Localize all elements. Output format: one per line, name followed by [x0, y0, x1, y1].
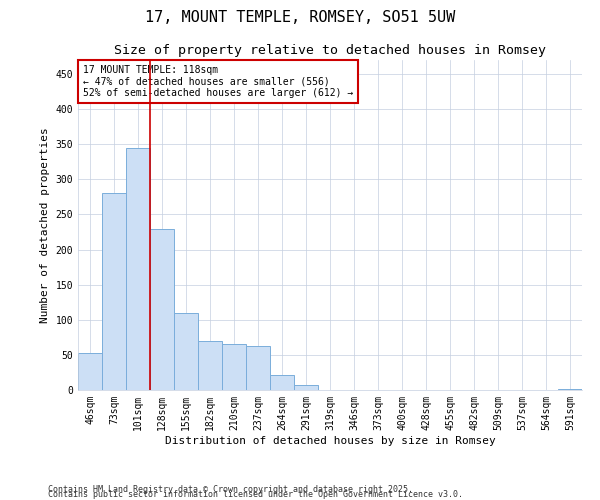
Title: Size of property relative to detached houses in Romsey: Size of property relative to detached ho…	[114, 44, 546, 58]
Bar	[102, 194, 126, 390]
X-axis label: Distribution of detached houses by size in Romsey: Distribution of detached houses by size …	[164, 436, 496, 446]
Bar	[558, 388, 582, 390]
Text: 17 MOUNT TEMPLE: 118sqm
← 47% of detached houses are smaller (556)
52% of semi-d: 17 MOUNT TEMPLE: 118sqm ← 47% of detache…	[83, 65, 353, 98]
Bar	[246, 346, 270, 390]
Bar	[294, 385, 318, 390]
Bar	[78, 354, 102, 390]
Text: 17, MOUNT TEMPLE, ROMSEY, SO51 5UW: 17, MOUNT TEMPLE, ROMSEY, SO51 5UW	[145, 10, 455, 25]
Bar	[174, 313, 198, 390]
Text: Contains public sector information licensed under the Open Government Licence v3: Contains public sector information licen…	[48, 490, 463, 499]
Bar	[222, 344, 246, 390]
Bar	[198, 341, 222, 390]
Text: Contains HM Land Registry data © Crown copyright and database right 2025.: Contains HM Land Registry data © Crown c…	[48, 484, 413, 494]
Bar	[150, 228, 174, 390]
Bar	[126, 148, 150, 390]
Bar	[270, 374, 294, 390]
Y-axis label: Number of detached properties: Number of detached properties	[40, 127, 50, 323]
